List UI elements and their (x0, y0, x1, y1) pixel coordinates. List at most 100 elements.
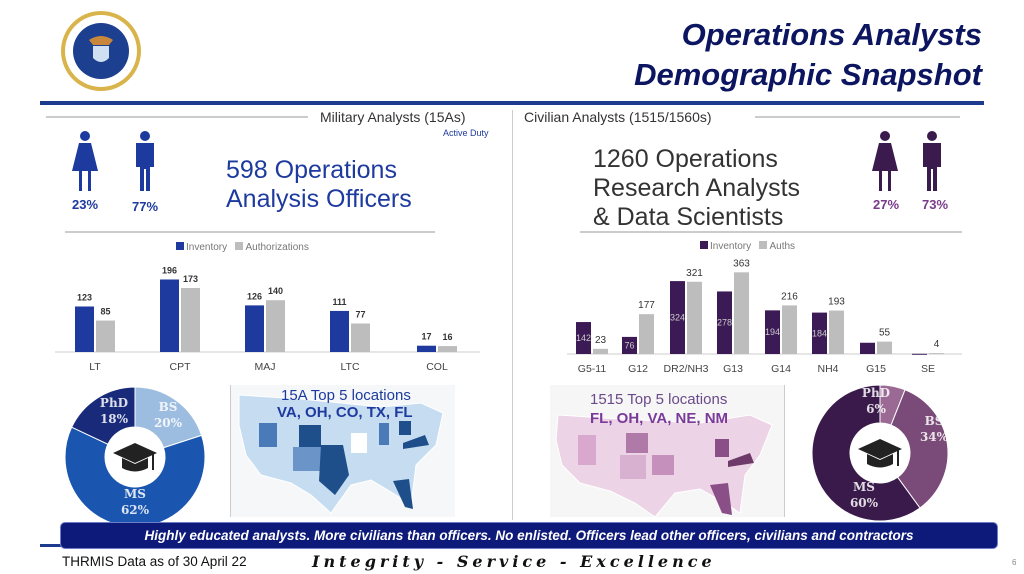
data-label: 142 (576, 333, 591, 343)
data-label: 17 (421, 332, 431, 342)
data-label: 177 (638, 300, 655, 311)
data-label: 16 (442, 332, 452, 342)
footer-rule (40, 544, 70, 547)
slice-percent: 18% (100, 412, 129, 426)
legend-swatch (176, 242, 184, 250)
legend-label: Inventory (186, 242, 228, 253)
graduation-cap-icon (858, 439, 902, 468)
bar-inventory (670, 281, 685, 354)
data-label: 77 (355, 310, 365, 320)
data-label: 123 (77, 292, 92, 302)
data-label: 23 (595, 335, 607, 346)
category-label: NH4 (817, 363, 838, 375)
bar-auths (734, 272, 749, 354)
military-education-donut: PhD 18% BS 20% MS 62% (64, 386, 206, 528)
motto: Integrity - Service - Excellence (312, 552, 716, 571)
slice-percent: 6% (866, 402, 886, 416)
military-grade-bar-chart: 123 85 LT 196 173 CPT 126 140 MAJ 111 77 LTC 17 16 COL (55, 265, 480, 373)
data-label: 278 (717, 318, 732, 328)
slice-percent: 62% (121, 503, 150, 517)
civilian-grade-bar-chart: 142 23 G5-11 76 177 G12 324 321 DR2/NH3 278 363 G13… (567, 258, 962, 375)
bar-auths (593, 348, 608, 354)
data-label: 4 (934, 339, 940, 350)
military-section-header: Military Analysts (15As) (320, 109, 466, 125)
bar-inventory (75, 306, 94, 352)
map-title: 1515 Top 5 locations (590, 391, 728, 408)
page-title-line1: Operations Analysts (681, 17, 982, 52)
female-percent: 27% (873, 197, 900, 212)
map-title: 15A Top 5 locations (281, 387, 411, 404)
bar-authorizations (351, 323, 370, 352)
military-location-map: 15A Top 5 locations VA, OH, CO, TX, FL (230, 385, 455, 517)
bar-auths (639, 314, 654, 354)
data-label: 196 (162, 265, 177, 275)
data-label: 85 (100, 307, 110, 317)
chart-legend: Inventory Authorizations (176, 242, 309, 253)
legend-swatch (235, 242, 244, 250)
us-map (555, 414, 773, 518)
data-label: 111 (332, 297, 346, 307)
bar-auths (877, 341, 892, 354)
civilian-headline: 1260 Operations Research Analysts & Data S… (593, 145, 800, 232)
slice-label: MS (124, 487, 146, 501)
legend-swatch (759, 241, 768, 249)
military-headline: 598 Operations Analysis Officers (226, 156, 412, 214)
slice-label: BS (925, 414, 944, 428)
category-label: LT (89, 361, 101, 373)
bar-authorizations (266, 300, 285, 352)
legend-swatch (700, 241, 708, 249)
top-locations: VA, OH, CO, TX, FL (277, 404, 413, 421)
top-locations: FL, OH, VA, NE, NM (590, 410, 729, 427)
slice-percent: 34% (920, 430, 949, 444)
category-label: LTC (340, 361, 359, 373)
bar-inventory (576, 322, 591, 354)
divider (46, 116, 308, 118)
data-label: 216 (781, 291, 798, 302)
category-label: G15 (866, 363, 886, 375)
slice-label: PhD (862, 386, 890, 400)
civilian-education-donut: PhD 6% BS 34% MS 60% (811, 384, 949, 522)
headline-line: & Data Scientists (593, 203, 784, 231)
category-label: G12 (628, 363, 648, 375)
bar-inventory (765, 310, 780, 354)
column-divider (512, 110, 513, 520)
data-label: 184 (812, 328, 827, 338)
legend-label: Inventory (710, 241, 752, 252)
female-icon (72, 131, 98, 191)
data-label: 140 (268, 286, 283, 296)
data-label: 76 (624, 340, 634, 350)
headline-line: 598 Operations (226, 156, 397, 184)
female-icon (872, 131, 898, 191)
slice-label: MS (853, 480, 875, 494)
bar-inventory (622, 336, 637, 354)
page-title-line2: Demographic Snapshot (634, 57, 982, 92)
summary-banner: Highly educated analysts. More civilians… (60, 522, 998, 549)
bar-inventory (912, 353, 927, 355)
data-label: 55 (879, 328, 891, 339)
data-source: THRMIS Data as of 30 April 22 (62, 554, 247, 569)
bar-inventory (860, 342, 875, 354)
bar-auths (687, 281, 702, 354)
bar-authorizations (181, 287, 200, 352)
bar-auths (929, 353, 944, 355)
divider (580, 231, 962, 233)
data-label: 126 (247, 291, 262, 301)
male-percent: 77% (132, 199, 159, 214)
category-label: G13 (723, 363, 743, 375)
bar-inventory (245, 305, 264, 352)
slice-label: BS (159, 400, 178, 414)
chart-legend: Inventory Auths (700, 241, 795, 252)
male-percent: 73% (922, 197, 949, 212)
air-force-seal-logo (61, 11, 141, 91)
bar-inventory (812, 312, 827, 354)
us-map (238, 394, 444, 514)
slice-label: PhD (100, 396, 128, 410)
bar-auths (782, 305, 797, 354)
legend-label: Authorizations (245, 242, 309, 253)
civilian-section-header: Civilian Analysts (1515/1560s) (524, 109, 712, 125)
headline-line: Research Analysts (593, 174, 801, 202)
slice-percent: 60% (850, 496, 879, 510)
legend-label: Auths (769, 241, 796, 252)
bar-authorizations (96, 320, 115, 352)
data-label: 363 (733, 258, 750, 269)
